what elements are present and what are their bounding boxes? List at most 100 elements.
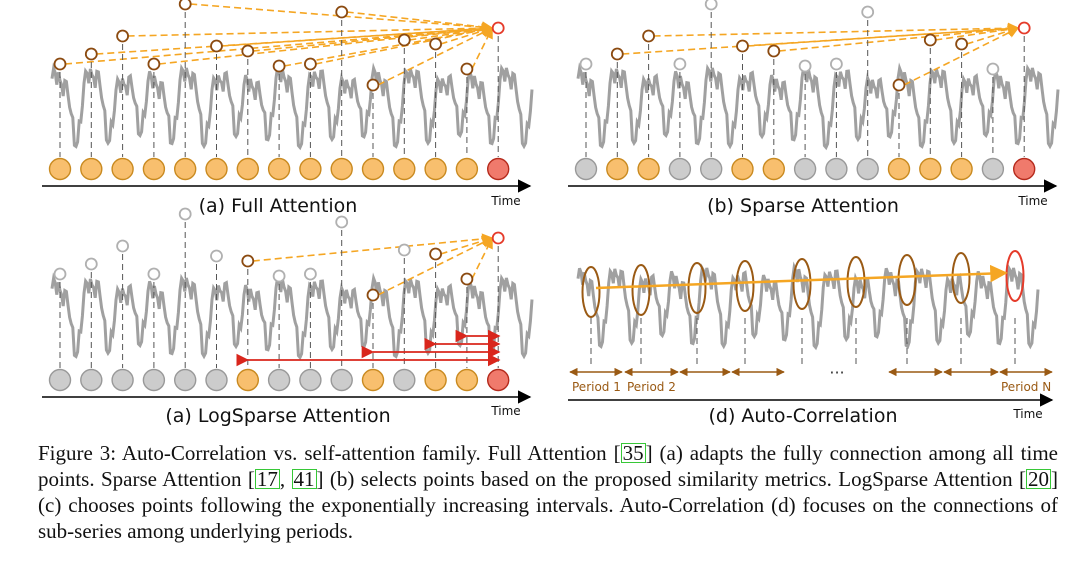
subseries-ellipse: [846, 256, 866, 308]
series-point: [53, 267, 67, 281]
time-node: [299, 368, 322, 392]
caption-text-1: Figure 3: Auto-Correlation vs. self-atte…: [38, 441, 621, 465]
series-point: [579, 57, 593, 71]
citation-link-35[interactable]: 35: [620, 441, 646, 465]
time-node: [236, 368, 260, 392]
series-point: [210, 39, 223, 53]
time-node: [856, 157, 879, 181]
time-node: [267, 157, 291, 181]
attention-link: [778, 23, 1020, 52]
attention-link: [190, 3, 494, 33]
series-point: [767, 44, 781, 58]
time-node: [111, 157, 134, 181]
citation-link-41[interactable]: 41: [291, 467, 317, 491]
series-point: [116, 29, 129, 43]
attention-link: [346, 11, 494, 33]
attention-link: [221, 23, 494, 47]
series-point: [798, 59, 812, 73]
time-node: [919, 157, 942, 181]
series-point: [147, 267, 161, 281]
time-node: [825, 157, 848, 181]
attention-link: [409, 23, 494, 41]
time-node: [205, 368, 228, 392]
series-point: [178, 207, 192, 221]
series-point: [366, 78, 380, 92]
series-point: [397, 243, 411, 257]
series-point: [429, 247, 443, 261]
time-node: [142, 368, 166, 392]
time-node: [267, 368, 291, 392]
panel-sparse-attention: [568, 0, 1060, 193]
figure-caption: Figure 3: Auto-Correlation vs. self-atte…: [38, 440, 1058, 544]
time-node: [455, 157, 479, 181]
series-point: [986, 62, 1000, 76]
caption-sep: ,: [279, 467, 292, 491]
attention-link: [158, 23, 494, 65]
time-label-logsparse: Time: [490, 404, 520, 418]
series-point: [736, 39, 749, 53]
series-point: [147, 57, 161, 71]
time-label-sparse: Time: [1017, 194, 1047, 208]
series-point: [704, 0, 718, 11]
period-label-1: Period 1: [572, 380, 621, 394]
series-point: [429, 37, 443, 51]
period-correlation-link: [595, 264, 1008, 290]
attention-link: [471, 26, 493, 70]
time-node: [205, 157, 228, 181]
caption-auto-correlation: (d) Auto-Correlation: [708, 405, 897, 427]
series-point: [241, 44, 255, 58]
time-node: [668, 157, 692, 181]
series-point: [178, 0, 192, 11]
series-point: [272, 59, 286, 73]
time-node: [173, 157, 197, 181]
time-node: [700, 157, 723, 181]
panel-auto-correlation: [568, 250, 1054, 407]
target-point: [491, 231, 505, 245]
series-point: [955, 37, 968, 51]
period-label-n: Period N: [1001, 380, 1051, 394]
period-ellipsis: ···: [829, 363, 844, 382]
series-point: [116, 239, 129, 253]
time-node: [173, 368, 197, 392]
subseries-ellipse: [631, 264, 651, 316]
caption-text-3: ] (b) selects points based on the propos…: [316, 467, 1026, 491]
time-series-line: [50, 61, 534, 151]
time-label-autocorr: Time: [1012, 407, 1042, 421]
series-point: [335, 5, 349, 19]
time-node: [606, 157, 629, 181]
series-point: [861, 5, 875, 19]
subseries-ellipse: [687, 262, 707, 314]
attention-link: [127, 22, 494, 37]
target-node: [487, 157, 510, 181]
attention-link: [653, 22, 1020, 37]
time-node: [236, 157, 260, 181]
attention-link: [252, 233, 494, 262]
time-node: [330, 157, 353, 181]
time-node: [574, 157, 598, 181]
citation-link-20[interactable]: 20: [1026, 467, 1051, 491]
target-point: [1017, 21, 1031, 35]
time-node: [455, 368, 479, 392]
attention-link: [935, 23, 1020, 41]
subseries-ellipse: [951, 252, 971, 304]
series-point: [53, 57, 67, 71]
time-node: [731, 157, 754, 181]
series-point: [303, 57, 317, 71]
target-point: [491, 21, 505, 35]
citation-link-17[interactable]: 17: [254, 467, 280, 491]
panel-full-attention: [42, 0, 534, 193]
series-point: [460, 272, 474, 286]
series-point: [610, 47, 624, 61]
target-node: [1012, 157, 1036, 181]
caption-full-attention: (a) Full Attention: [199, 195, 358, 217]
subseries-ellipse: [897, 254, 917, 306]
attention-link: [64, 23, 494, 65]
time-node: [48, 157, 72, 181]
time-series-line: [576, 61, 1060, 151]
time-node: [111, 368, 134, 392]
series-point: [366, 288, 380, 302]
series-point: [210, 249, 223, 263]
series-point: [241, 254, 255, 268]
subseries-ellipse: [792, 258, 812, 310]
period-label-2: Period 2: [627, 380, 676, 394]
